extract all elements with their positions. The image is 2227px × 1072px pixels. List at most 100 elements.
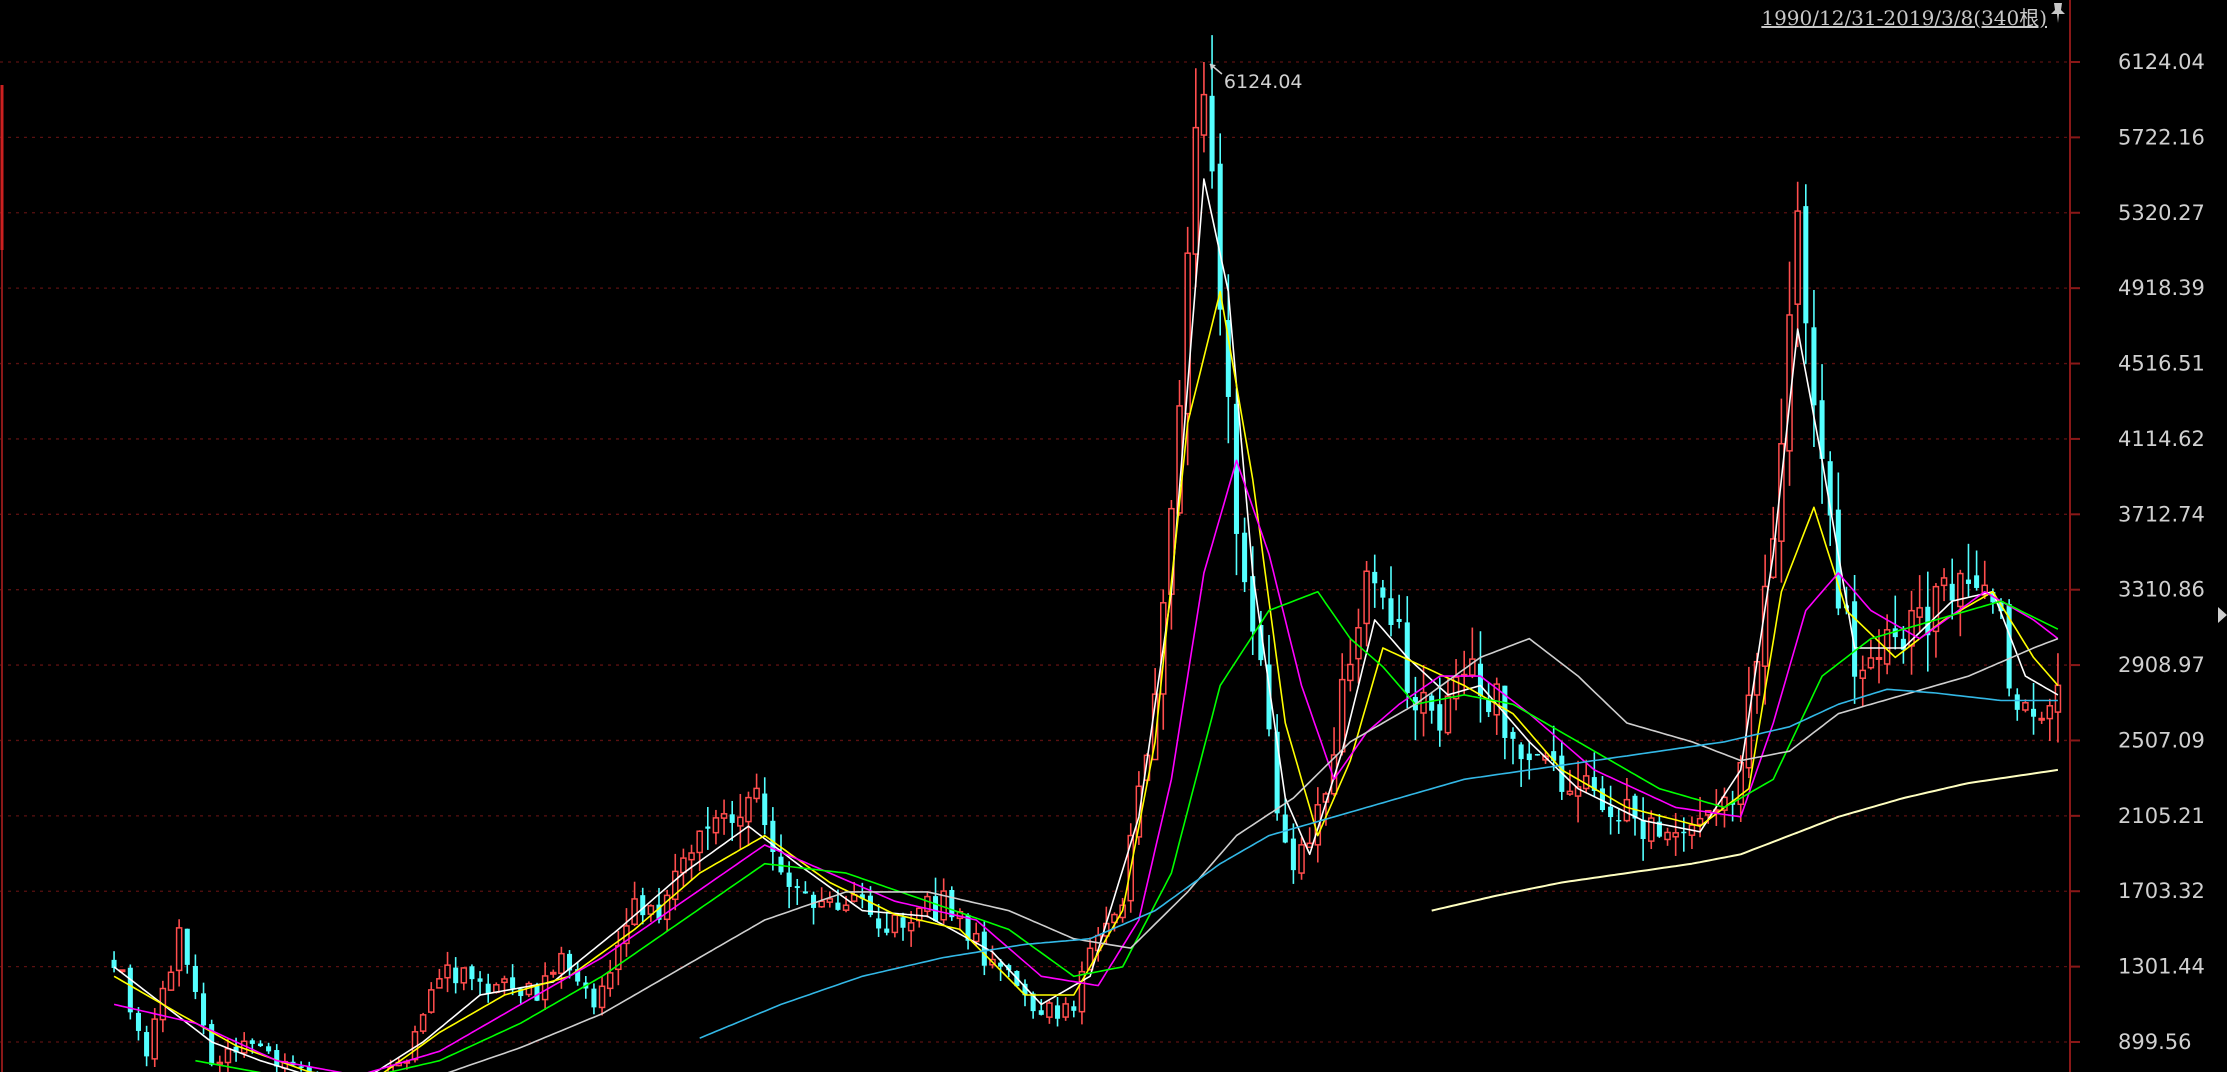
candle[interactable] <box>802 881 808 894</box>
candle[interactable] <box>811 891 817 925</box>
candle[interactable] <box>606 959 614 997</box>
candle[interactable] <box>2031 682 2037 735</box>
candle[interactable] <box>1380 579 1386 610</box>
candle[interactable] <box>192 954 198 1000</box>
candle-layer[interactable] <box>111 35 2062 1072</box>
candle[interactable] <box>1900 626 1906 664</box>
candle[interactable] <box>306 1061 312 1072</box>
candle[interactable] <box>688 844 695 881</box>
candle[interactable] <box>1957 569 1964 637</box>
candle[interactable] <box>1420 665 1427 737</box>
candle[interactable] <box>1258 610 1264 666</box>
candle[interactable] <box>1200 62 1208 153</box>
candle[interactable] <box>1875 629 1883 684</box>
candle[interactable] <box>510 964 516 996</box>
candle[interactable] <box>1574 760 1582 823</box>
candle[interactable] <box>640 887 646 925</box>
candle[interactable] <box>1892 595 1898 650</box>
candle[interactable] <box>1518 742 1524 787</box>
candle[interactable] <box>427 982 435 1014</box>
candle[interactable] <box>1274 714 1280 821</box>
candle[interactable] <box>786 861 792 909</box>
candle[interactable] <box>680 848 687 888</box>
candle[interactable] <box>460 967 468 991</box>
candle[interactable] <box>1437 677 1443 747</box>
candle[interactable] <box>1608 785 1614 835</box>
candle[interactable] <box>1071 1000 1077 1018</box>
candle[interactable] <box>762 777 768 835</box>
candle[interactable] <box>1078 961 1086 1025</box>
candle[interactable] <box>1347 639 1354 692</box>
candle[interactable] <box>2022 699 2029 713</box>
candle[interactable] <box>1469 627 1476 679</box>
candle[interactable] <box>175 919 183 987</box>
candle[interactable] <box>826 891 834 908</box>
candle[interactable] <box>2006 599 2012 697</box>
candle[interactable] <box>485 973 491 1003</box>
candle[interactable] <box>1867 639 1875 670</box>
candle[interactable] <box>1730 790 1736 822</box>
candle[interactable] <box>444 951 451 993</box>
candle[interactable] <box>1794 181 1801 348</box>
candle[interactable] <box>891 913 899 938</box>
candle[interactable] <box>1786 261 1793 486</box>
candle[interactable] <box>965 913 971 950</box>
candle[interactable] <box>469 964 475 991</box>
candle[interactable] <box>663 889 671 932</box>
candle[interactable] <box>453 957 459 994</box>
candle[interactable] <box>696 830 703 872</box>
candle[interactable] <box>671 853 679 911</box>
candle[interactable] <box>1664 827 1671 846</box>
candle[interactable] <box>794 878 800 905</box>
candle[interactable] <box>1502 685 1508 760</box>
candle[interactable] <box>274 1044 280 1072</box>
candle[interactable] <box>151 1008 159 1067</box>
candle[interactable] <box>1372 554 1378 608</box>
candle[interactable] <box>127 964 133 1020</box>
candle[interactable] <box>1819 364 1825 504</box>
candle[interactable] <box>501 975 508 996</box>
candle[interactable] <box>876 903 882 937</box>
candle[interactable] <box>1852 574 1858 704</box>
candle[interactable] <box>257 1040 263 1048</box>
candle[interactable] <box>737 793 744 849</box>
candle[interactable] <box>729 800 735 841</box>
candle[interactable] <box>1452 659 1460 711</box>
candle[interactable] <box>1412 676 1418 741</box>
candle[interactable] <box>1827 451 1833 546</box>
candle[interactable] <box>924 891 931 918</box>
candle[interactable] <box>1242 517 1248 593</box>
candle[interactable] <box>1298 837 1305 880</box>
candle[interactable] <box>1306 827 1313 849</box>
candle[interactable] <box>541 962 549 1010</box>
candle[interactable] <box>720 799 728 835</box>
candle[interactable] <box>1526 741 1532 780</box>
candle[interactable] <box>1974 550 1980 591</box>
candle[interactable] <box>631 881 638 927</box>
candle[interactable] <box>419 1012 427 1034</box>
candle[interactable] <box>477 971 483 996</box>
candle[interactable] <box>2054 653 2062 743</box>
date-range-label[interactable]: 1990/12/31-2019/3/8(340根) <box>1761 6 2047 30</box>
candle[interactable] <box>1681 817 1687 852</box>
candle[interactable] <box>712 809 720 845</box>
candle[interactable] <box>907 911 915 947</box>
candle[interactable] <box>949 886 955 921</box>
candle[interactable] <box>705 806 711 850</box>
candle[interactable] <box>135 1007 141 1041</box>
candle[interactable] <box>167 965 175 991</box>
candle[interactable] <box>1429 691 1435 724</box>
candle[interactable] <box>884 911 890 936</box>
candle[interactable] <box>567 950 573 979</box>
candle[interactable] <box>1209 35 1215 189</box>
candle[interactable] <box>933 877 939 922</box>
candle[interactable] <box>1551 725 1557 772</box>
candle[interactable] <box>1859 655 1867 707</box>
candle[interactable] <box>2046 698 2054 741</box>
candle[interactable] <box>1192 68 1200 288</box>
candle[interactable] <box>1688 816 1696 849</box>
candle[interactable] <box>1086 937 1094 971</box>
candle[interactable] <box>1616 809 1622 834</box>
candle[interactable] <box>647 904 655 922</box>
